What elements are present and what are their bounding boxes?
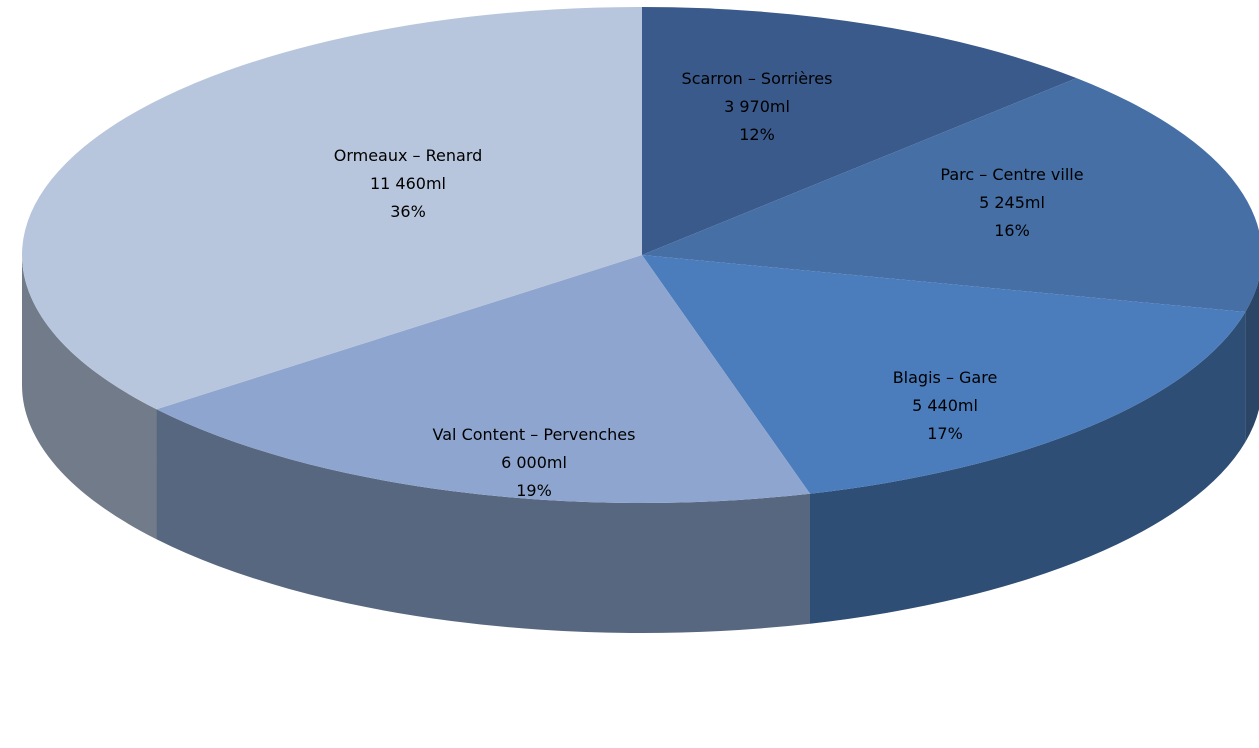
pie-side-2 <box>809 312 1246 624</box>
slice-name: Ormeaux – Renard <box>334 146 483 165</box>
slice-percent: 16% <box>994 221 1030 240</box>
slice-label-3: Val Content – Pervenches 6 000ml 19% <box>433 425 636 500</box>
slice-label-1: Parc – Centre ville 5 245ml 16% <box>940 165 1083 240</box>
pie-sides <box>22 255 1259 633</box>
pie-side-1 <box>1245 279 1259 443</box>
slice-value: 6 000ml <box>501 453 567 472</box>
slice-name: Blagis – Gare <box>893 368 998 387</box>
slice-name: Scarron – Sorrières <box>682 69 833 88</box>
pie-slice-0 <box>642 7 1077 255</box>
slice-name: Val Content – Pervenches <box>433 425 636 444</box>
slice-percent: 12% <box>739 125 775 144</box>
pie-slice-1 <box>642 78 1259 313</box>
pie-side-3 <box>156 409 810 633</box>
slice-percent: 17% <box>927 424 963 443</box>
slice-percent: 36% <box>390 202 426 221</box>
pie-side-4 <box>22 255 157 540</box>
pie-labels: Scarron – Sorrières 3 970ml 12% Parc – Cent… <box>334 69 1084 500</box>
slice-label-4: Ormeaux – Renard 11 460ml 36% <box>334 146 483 221</box>
pie-slice-4 <box>21 7 642 410</box>
slice-percent: 19% <box>516 481 552 500</box>
slice-name: Parc – Centre ville <box>940 165 1083 184</box>
pie-slice-3 <box>156 255 810 503</box>
pie-slice-2 <box>642 255 1246 494</box>
slice-value: 11 460ml <box>370 174 446 193</box>
slice-label-2: Blagis – Gare 5 440ml 17% <box>893 368 998 443</box>
slice-value: 5 245ml <box>979 193 1045 212</box>
slice-label-0: Scarron – Sorrières 3 970ml 12% <box>682 69 833 144</box>
pie-tops <box>21 7 1259 503</box>
slice-value: 5 440ml <box>912 396 978 415</box>
slice-value: 3 970ml <box>724 97 790 116</box>
